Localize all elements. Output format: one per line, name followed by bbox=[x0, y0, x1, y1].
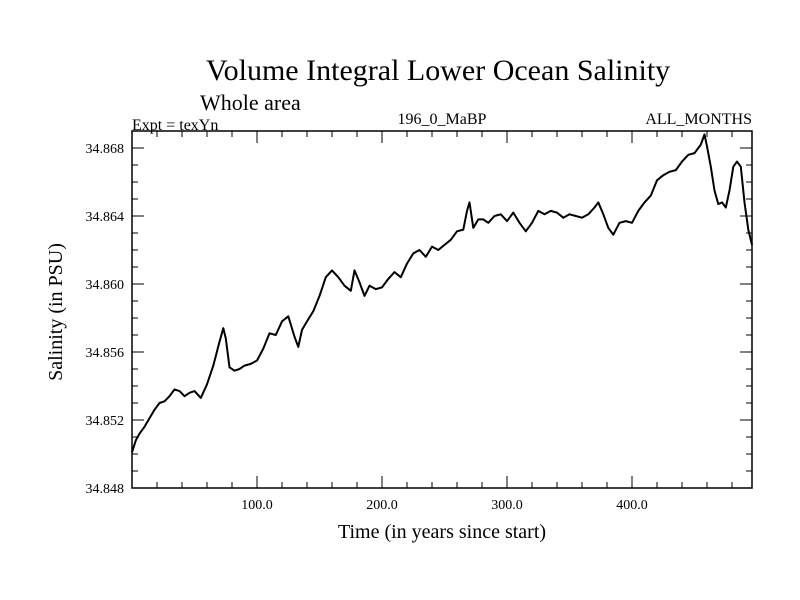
y-tick-label: 34.856 bbox=[86, 346, 125, 361]
x-tick-labels: 100.0 200.0 300.0 400.0 bbox=[241, 498, 648, 513]
axis-ticks bbox=[132, 130, 752, 489]
chart-subtitle: Whole area bbox=[200, 90, 301, 115]
expt-label: Expt = texYn bbox=[132, 117, 218, 134]
chart-title: Volume Integral Lower Ocean Salinity bbox=[206, 54, 670, 87]
y-tick-label: 34.848 bbox=[86, 482, 125, 497]
y-tick-labels: 34.848 34.852 34.856 34.860 34.864 34.868 bbox=[86, 142, 125, 497]
months-label: ALL_MONTHS bbox=[645, 111, 752, 128]
y-tick-label: 34.852 bbox=[86, 414, 125, 429]
y-tick-label: 34.868 bbox=[86, 142, 125, 157]
plot-frame bbox=[131, 130, 753, 489]
salinity-series-line bbox=[131, 133, 753, 453]
x-tick-label: 400.0 bbox=[616, 498, 648, 513]
x-tick-label: 200.0 bbox=[366, 498, 398, 513]
y-axis-label: Salinity (in PSU) bbox=[45, 243, 67, 381]
y-tick-label: 34.864 bbox=[86, 210, 125, 225]
y-tick-label: 34.860 bbox=[86, 278, 125, 293]
x-tick-label: 300.0 bbox=[491, 498, 523, 513]
run-label: 196_0_MaBP bbox=[398, 111, 487, 128]
x-tick-label: 100.0 bbox=[241, 498, 273, 513]
x-axis-label: Time (in years since start) bbox=[338, 521, 546, 543]
